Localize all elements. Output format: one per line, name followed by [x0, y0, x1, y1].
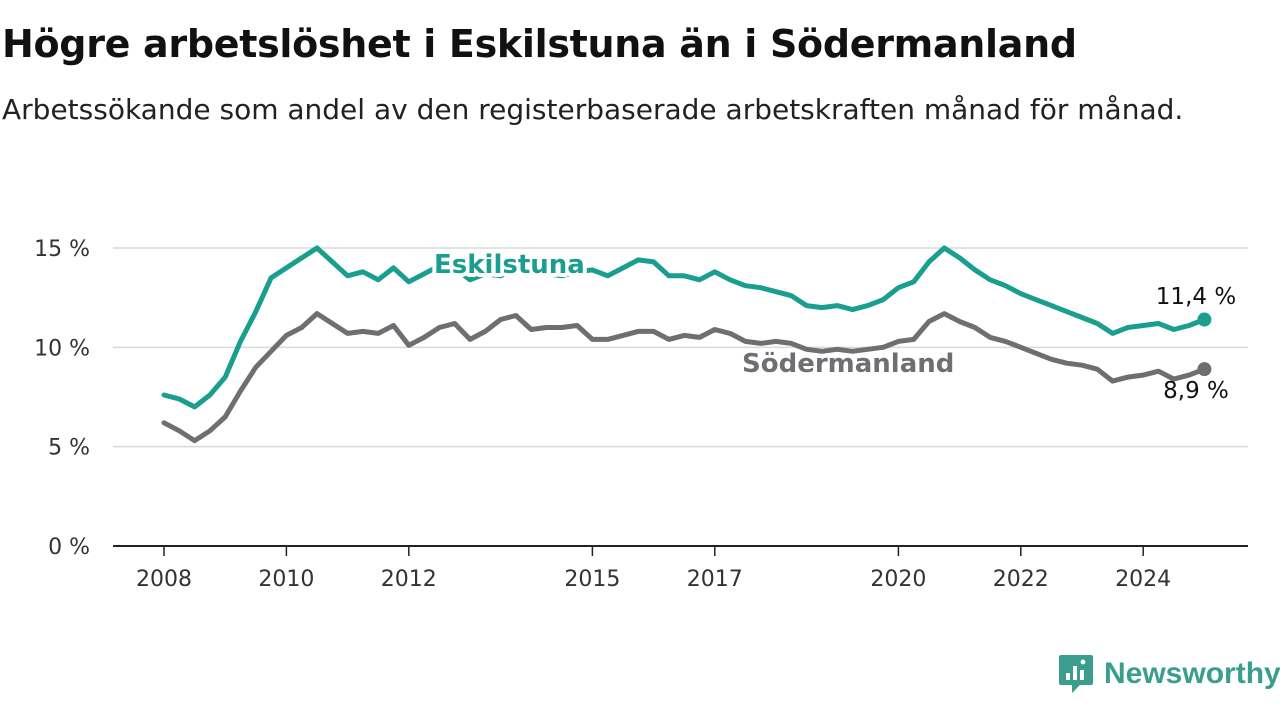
page-title: Högre arbetslöshet i Eskilstuna än i Söd… [2, 22, 1077, 66]
line-chart: 0 %5 %10 %15 % 2008 2010 2012 2015 2017 2020 2… [34, 237, 1248, 592]
x-axis [113, 545, 1248, 556]
end-value-sodermanland: 8,9 % [1163, 378, 1229, 404]
x-tick-label: 2008 [136, 567, 192, 592]
series-line-0 [161, 245, 1207, 410]
series-label-sodermanland: Södermanland [742, 349, 954, 379]
series-label-sodermanland-halo: Södermanland [742, 349, 954, 379]
x-tick-label: 2015 [564, 567, 620, 592]
y-tick-label: 5 % [48, 436, 90, 461]
y-gridlines [113, 247, 1248, 448]
x-tick-label: 2020 [870, 567, 926, 592]
newsworthy-logo-icon [1059, 655, 1093, 693]
x-tick-label: 2022 [993, 567, 1049, 592]
series-end-dot [1197, 312, 1212, 327]
y-tick-labels: 0 % 5 % 10 % 15 % [34, 237, 90, 560]
page-subtitle: Arbetssökande som andel av den registerb… [2, 93, 1184, 126]
series-end-dot [1197, 362, 1212, 377]
x-tick-label: 2010 [258, 567, 314, 592]
x-tick-labels: 2008 2010 2012 2015 2017 2020 2022 2024 [136, 567, 1171, 592]
series-label-eskilstuna: Eskilstuna [434, 250, 585, 280]
series-labels: EskilstunaEskilstunaSödermanlandSöderman… [430, 246, 1236, 404]
series-line-1 [161, 311, 1207, 444]
x-tick-label: 2012 [381, 567, 437, 592]
newsworthy-logo-text: Newsworthy [1104, 657, 1280, 690]
newsworthy-logo: Newsworthy [1058, 652, 1280, 696]
x-tick-label: 2017 [687, 567, 743, 592]
x-tick-label: 2024 [1115, 567, 1171, 592]
end-value-eskilstuna: 11,4 % [1156, 284, 1236, 310]
y-tick-label: 0 % [48, 535, 90, 560]
series-lines [161, 245, 1212, 444]
y-tick-label: 10 % [34, 336, 90, 361]
y-tick-label: 15 % [34, 237, 90, 262]
series-label-eskilstuna-halo: Eskilstuna [434, 250, 585, 280]
